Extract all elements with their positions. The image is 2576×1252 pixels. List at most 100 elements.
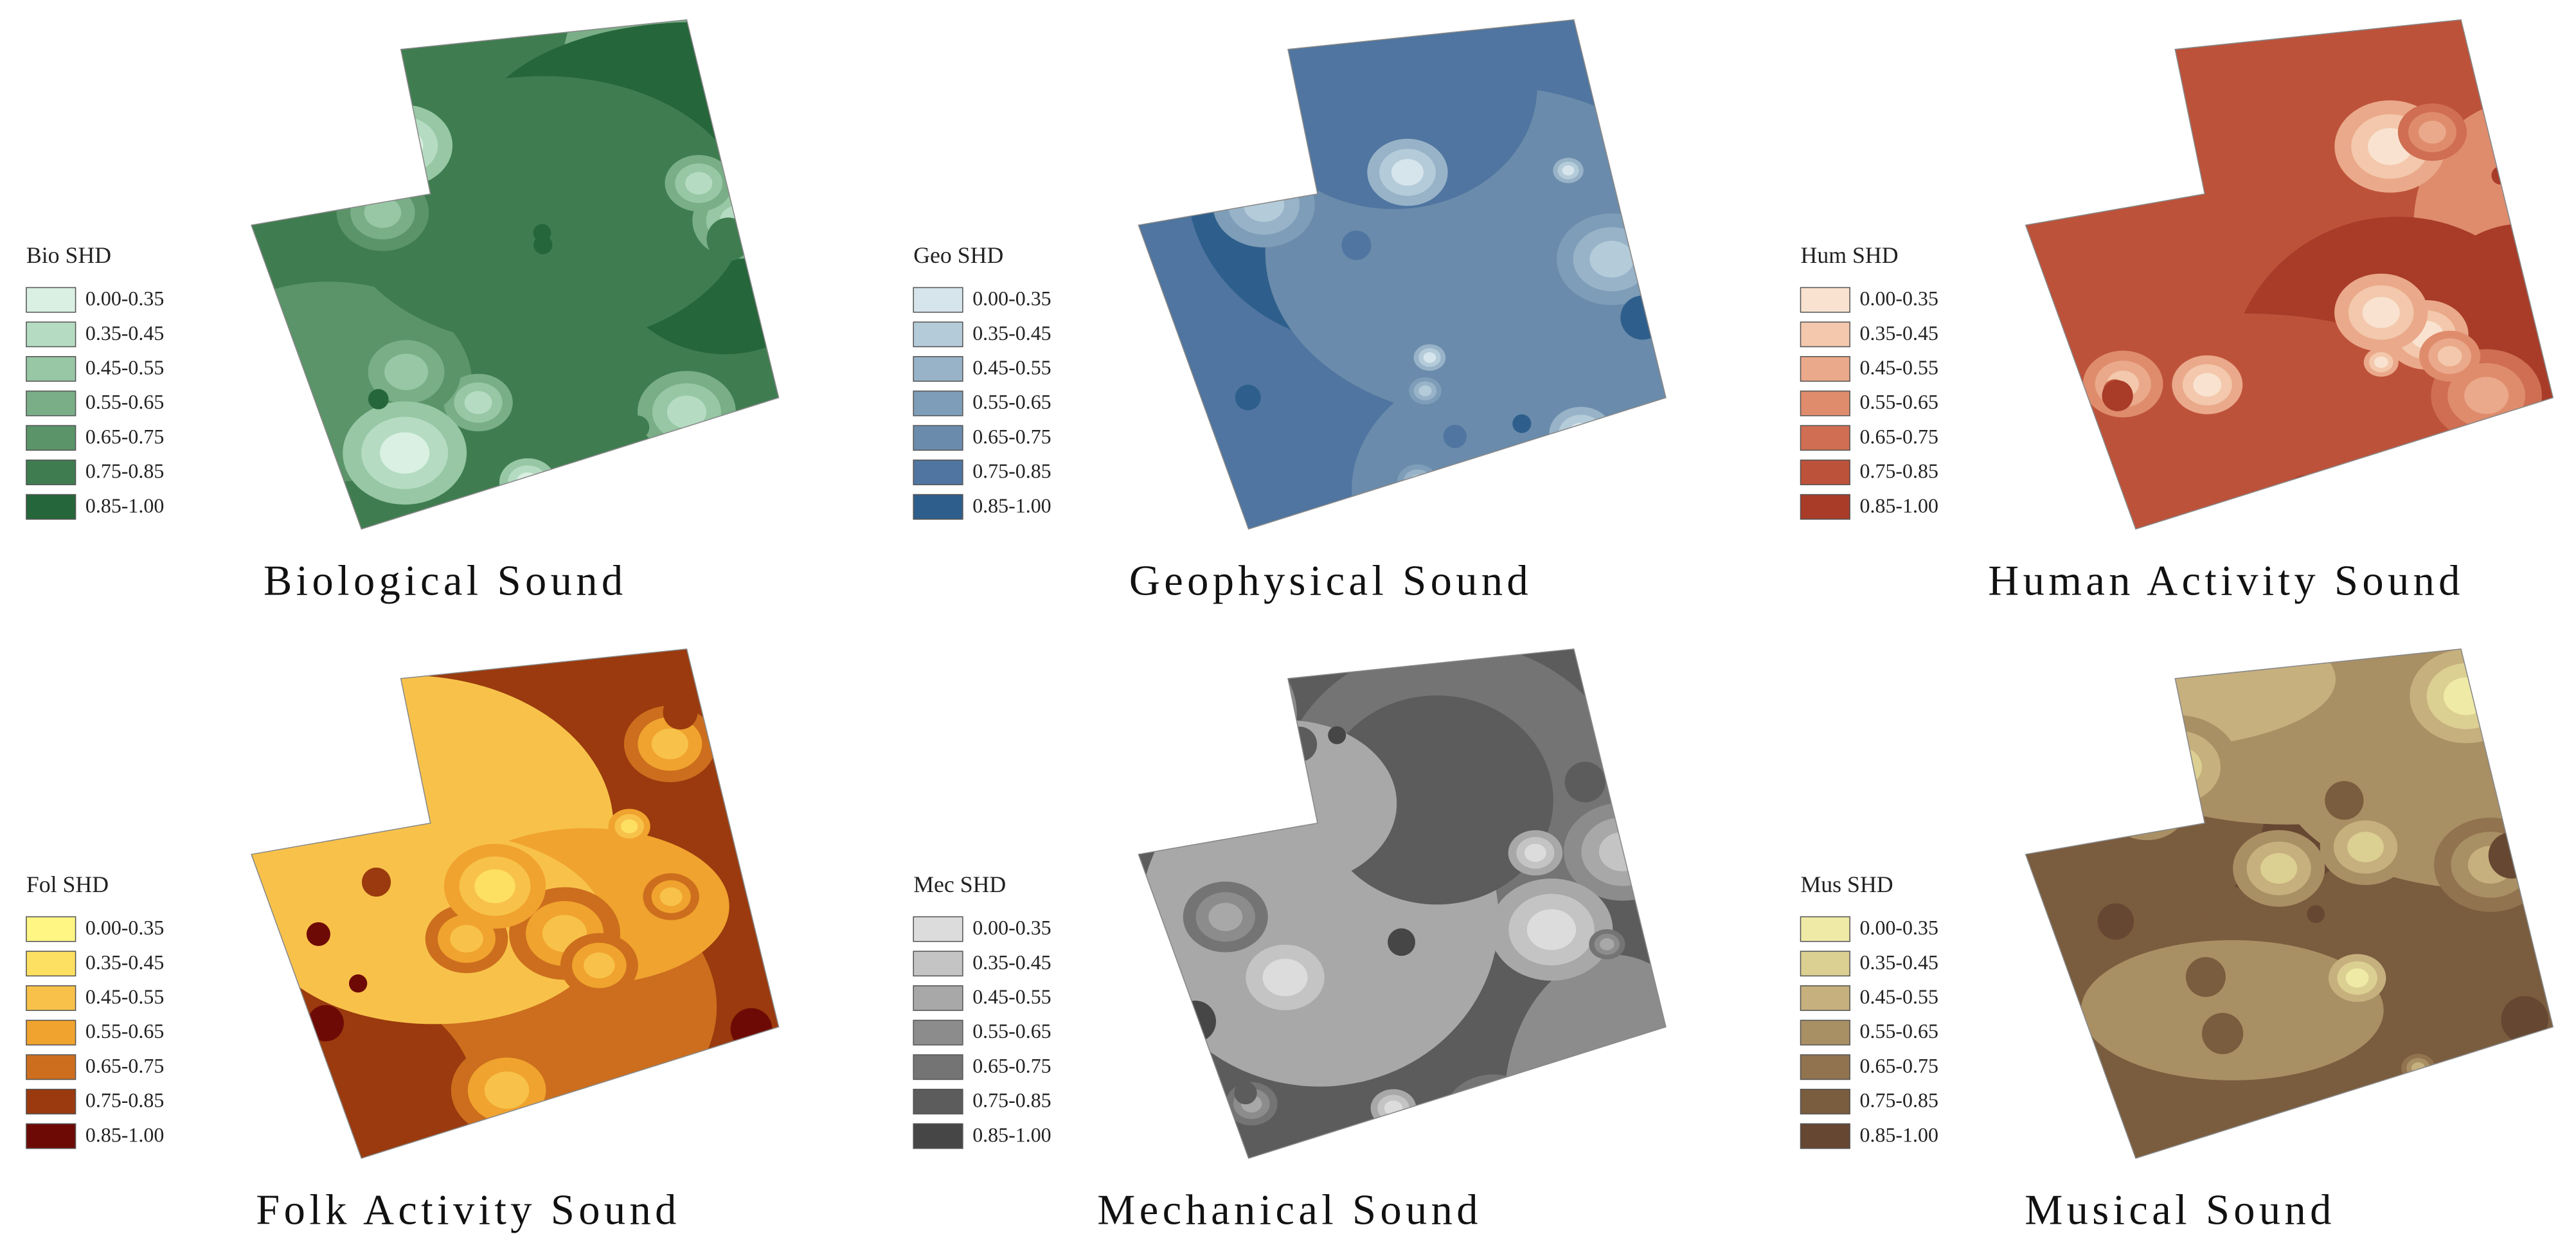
contour-zone (1589, 240, 1634, 278)
legend-swatch (1800, 1089, 1850, 1114)
panel-title: Human Activity Sound (1988, 557, 2464, 604)
legend-label: 0.45-0.55 (972, 357, 1051, 379)
contour-zone (1245, 760, 1295, 801)
contour-zone (464, 391, 492, 415)
legend-swatch (26, 1019, 76, 1046)
contour-zone (1320, 695, 1553, 905)
contour-zone (1262, 958, 1308, 996)
contour-spot (2246, 94, 2291, 139)
contour-spot (349, 974, 368, 993)
contour-zone (2115, 715, 2240, 819)
contour-spot (726, 55, 774, 104)
contour-zone (2347, 832, 2384, 863)
contour-zone (291, 740, 350, 790)
contour-zone (1562, 165, 1575, 176)
legend-label: 0.85-1.00 (1860, 1123, 1938, 1146)
panel-title: Mechanical Sound (1097, 1186, 1482, 1233)
legend-swatch (913, 916, 963, 942)
map-panel: Mec SHD 0.00-0.35 0.35-0.45 0.45-0.55 0.55-0… (913, 648, 1667, 1233)
legend-label: 0.00-0.35 (1860, 287, 1938, 310)
contour-zone (1568, 422, 1594, 444)
contour-zone (369, 117, 438, 174)
contour-zone (364, 197, 402, 228)
contour-zone (2464, 377, 2509, 415)
contour-zone (685, 172, 713, 195)
contour-spot (1388, 928, 1416, 956)
contour-zone (2374, 356, 2388, 368)
contour-zone (508, 465, 548, 499)
contour-zone (300, 748, 341, 782)
contour-spot (2512, 1091, 2534, 1114)
legend-swatch (1800, 494, 1850, 520)
contour-zone (2413, 1099, 2453, 1132)
contour-spot (2325, 781, 2364, 820)
legend-swatch (26, 916, 76, 942)
legend-label: 0.55-0.65 (1860, 391, 1938, 413)
legend-swatch (26, 1123, 76, 1149)
contour-spot (1328, 726, 1346, 744)
contour-zone (1235, 751, 1305, 810)
panel-title: Biological Sound (264, 557, 627, 604)
contour-zone (2025, 648, 2336, 750)
contour-spot (2102, 380, 2133, 411)
contour-zone (666, 395, 707, 429)
contour-zone (1519, 436, 1607, 510)
legend-swatch (26, 1054, 76, 1080)
contour-zone (1473, 1099, 1514, 1132)
contour-zone (2443, 677, 2489, 715)
legend-title: Fol SHD (26, 872, 109, 897)
contour-zone (2453, 1086, 2492, 1120)
legend-label: 0.45-0.55 (972, 986, 1051, 1008)
legend-label: 0.35-0.45 (972, 951, 1051, 974)
contour-spot (1235, 384, 1261, 411)
contour-zone (1243, 188, 1285, 222)
legend-swatch (913, 390, 963, 416)
legend-swatch (26, 985, 76, 1011)
legend-label: 0.65-0.75 (972, 425, 1051, 448)
contour-zone (1444, 1074, 1543, 1158)
legend-label: 0.35-0.45 (85, 951, 164, 974)
contour-zone (1409, 474, 1426, 488)
legend-label: 0.45-0.55 (1860, 357, 1938, 379)
contour-spot (1202, 699, 1232, 729)
legend-swatch (1800, 1123, 1850, 1149)
contour-zone (2419, 120, 2446, 144)
panel-title: Musical Sound (2025, 1186, 2336, 1233)
legend-label: 0.65-0.75 (85, 425, 164, 448)
legend-swatch (26, 287, 76, 313)
contour-spot (1183, 93, 1200, 110)
legend-label: 0.55-0.65 (85, 391, 164, 413)
contour-zone (2152, 746, 2202, 788)
contour-spot (2097, 903, 2134, 940)
contour-spot (368, 389, 389, 409)
legend-swatch (1800, 356, 1850, 382)
contour-spot (2095, 139, 2143, 189)
contour-zone (1138, 648, 1297, 805)
contour-zone (584, 952, 615, 979)
contour-zone (2076, 103, 2149, 165)
legend-label: 0.45-0.55 (1860, 986, 1938, 1008)
contour-zone (2362, 297, 2400, 328)
contour-spot (1443, 424, 1467, 449)
contour-layer (1138, 648, 1666, 1159)
contour-zone (2087, 112, 2138, 156)
legend-swatch (913, 1089, 963, 1114)
map-panel: Geo SHD 0.00-0.35 0.35-0.45 0.45-0.55 0.55-0… (913, 19, 1667, 604)
legend-swatch (913, 460, 963, 485)
legend-swatch (26, 321, 76, 348)
contour-spot (571, 305, 616, 348)
legend-label: 0.75-0.85 (85, 1089, 164, 1112)
legend-label: 0.35-0.45 (1860, 951, 1938, 974)
contour-zone (1418, 385, 1432, 397)
contour-zone (314, 111, 384, 169)
legend-swatch (1800, 1019, 1850, 1046)
contour-zone (516, 472, 539, 492)
contour-zone (1504, 954, 1666, 1159)
legend-swatch (1800, 985, 1850, 1011)
legend-swatch (913, 321, 963, 348)
contour-zone (1174, 720, 1397, 888)
legend-label: 0.85-1.00 (85, 494, 164, 517)
contour-zone (484, 1071, 530, 1109)
contour-spot (307, 1005, 344, 1042)
